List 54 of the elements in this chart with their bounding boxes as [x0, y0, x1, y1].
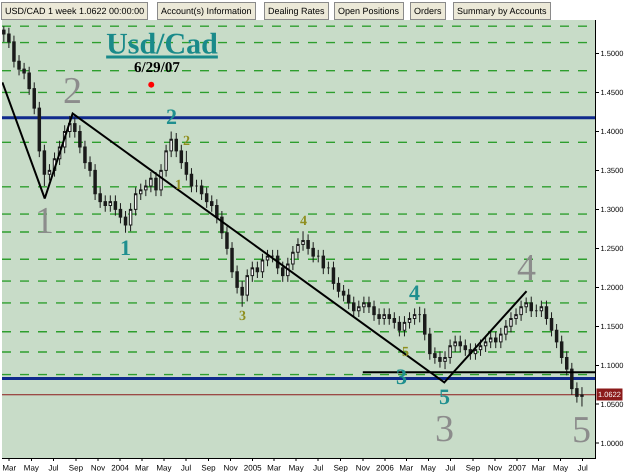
annotation: 3	[435, 408, 454, 450]
candlestick	[322, 249, 326, 275]
x-tick-label: Mar	[532, 464, 546, 472]
candlestick	[418, 306, 422, 323]
candlestick	[326, 261, 330, 275]
x-tick-label: 2005	[244, 464, 262, 472]
annotation: 4	[409, 280, 420, 305]
annotation: 4	[300, 214, 307, 229]
x-tick-label: Mar	[267, 464, 282, 472]
x-tick-label: Jul	[180, 464, 192, 472]
text: Summary by Accounts	[457, 6, 548, 16]
x-tick-label: Sep	[466, 464, 481, 472]
text: 6/29/07	[134, 60, 180, 76]
x-tick-label: Sep	[334, 464, 348, 472]
x-tick-label: Jul	[578, 464, 588, 472]
x-tick-label: Nov	[488, 464, 502, 472]
x-tick-label: Jul	[48, 464, 59, 472]
x-tick-label: Nov	[356, 464, 370, 472]
x-tick-label: Mar	[399, 464, 414, 472]
x-tick-label: May	[553, 464, 568, 472]
candlestick	[534, 304, 538, 318]
annotation: 1	[120, 235, 131, 260]
annotation: 4	[517, 247, 536, 289]
candlestick	[270, 249, 274, 263]
x-tick-label: Mar	[134, 464, 150, 472]
annotation: 5	[572, 409, 591, 451]
candlestick	[266, 249, 270, 267]
chart-title: Usd/Cad	[106, 28, 218, 60]
x-tick-label: Nov	[223, 464, 238, 472]
text: USD/CAD 1 week 1.0622 00:00:00	[5, 6, 144, 16]
x-tick-label: May	[156, 464, 172, 472]
candlestick	[332, 261, 336, 290]
x-tick-label: Sep	[68, 464, 84, 472]
text: Account(s) Information	[161, 6, 252, 16]
x-tick-label: 2007	[508, 464, 527, 472]
text: Dealing Rates	[268, 6, 326, 16]
x-tick-label: 2004	[111, 464, 130, 472]
candlestick	[316, 249, 320, 263]
text: Open Positions	[338, 6, 400, 16]
x-tick-label: May	[288, 464, 304, 472]
text: Orders	[414, 6, 442, 16]
x-tick-label: Nov	[90, 464, 106, 472]
x-tick-label: 2006	[376, 464, 394, 472]
candlestick	[194, 179, 198, 193]
x-tick-label: Mar	[2, 464, 16, 472]
annotation: 1	[175, 178, 182, 193]
x-tick-label: Jul	[445, 464, 456, 472]
annotation: 3	[239, 309, 246, 324]
annotation: 3	[396, 364, 407, 389]
x-tick-label: Jul	[313, 464, 324, 472]
annotation: 2	[63, 70, 82, 112]
x-tick-label: May	[24, 464, 39, 472]
x-tick-label: Sep	[201, 464, 216, 472]
x-tick-label: May	[420, 464, 436, 472]
